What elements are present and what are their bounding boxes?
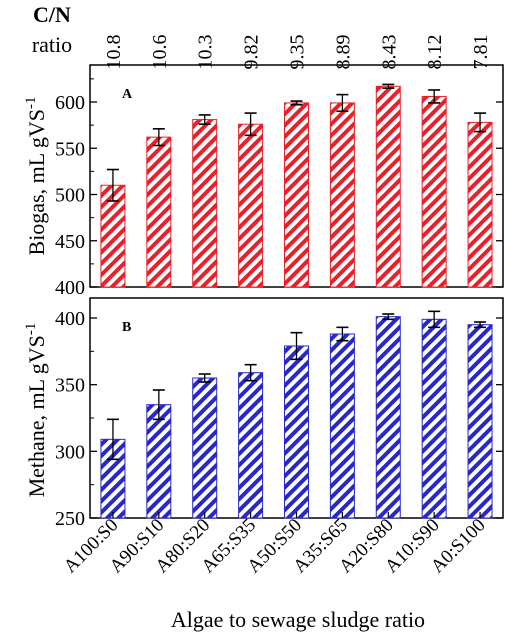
cn-values: 10.8 10.6 10.3 9.82 9.35 8.89 8.43 8.12 7.81 <box>103 35 492 70</box>
y-tick-label: 600 <box>55 92 85 114</box>
bar <box>238 123 264 288</box>
cn-value: 9.82 <box>241 35 263 70</box>
cn-value: 8.89 <box>332 35 354 70</box>
biogas-panel-label: A <box>122 87 133 102</box>
cn-value: 10.6 <box>149 35 171 70</box>
cn-value: 10.8 <box>103 35 125 70</box>
bar <box>192 119 218 288</box>
bar <box>329 102 355 288</box>
error-bar <box>428 89 441 104</box>
y-tick-label: 450 <box>55 231 85 253</box>
biogas-bars <box>100 83 493 288</box>
cn-value: 9.35 <box>287 35 309 70</box>
cn-value: 8.12 <box>424 35 446 70</box>
y-tick-label: 250 <box>55 508 85 530</box>
error-bar <box>152 389 165 421</box>
bar <box>421 95 447 288</box>
bar <box>375 316 401 519</box>
x-axis-label: Algae to sewage sludge ratio <box>171 607 425 632</box>
y-tick-label: 350 <box>55 375 85 397</box>
error-bar <box>152 128 165 147</box>
cn-title: C/N <box>33 2 71 27</box>
bar <box>284 102 309 288</box>
bar <box>421 318 447 519</box>
bar <box>146 404 172 519</box>
y-tick-label: 400 <box>55 308 85 330</box>
cn-value: 8.43 <box>378 35 400 70</box>
y-tick-label: 300 <box>55 441 85 463</box>
error-bar <box>290 331 303 361</box>
error-bar <box>106 418 119 461</box>
error-bar <box>382 83 395 89</box>
bar <box>329 333 355 519</box>
error-bar <box>336 326 349 342</box>
y-tick-label: 550 <box>55 138 85 160</box>
error-bar <box>382 313 395 321</box>
error-bar <box>244 363 257 382</box>
error-bar <box>198 373 211 383</box>
bar <box>238 372 264 519</box>
bar <box>284 345 309 519</box>
error-bar <box>290 100 303 106</box>
methane-y-ticks: 250 300 350 400 <box>55 308 503 530</box>
x-tick-labels: A100:S0A90:S10A80:S20A65:S35A50:S50A35:S… <box>60 512 490 577</box>
error-bar <box>428 310 441 329</box>
biogas-y-ticks: 400 450 500 550 600 <box>55 78 503 299</box>
error-bar <box>336 93 349 113</box>
methane-panel: B Methane, mL gVS-1 250 300 350 400 <box>23 297 504 530</box>
bar <box>467 324 493 519</box>
y-tick-label: 500 <box>55 185 85 207</box>
cn-value: 10.3 <box>195 35 217 70</box>
error-bar <box>244 112 257 137</box>
bar <box>192 377 218 519</box>
cn-subtitle: ratio <box>32 32 72 57</box>
methane-y-axis-label: Methane, mL gVS-1 <box>23 323 49 498</box>
bar <box>375 85 401 288</box>
cn-value: 7.81 <box>470 35 492 70</box>
methane-bars <box>100 310 493 519</box>
error-bar <box>474 112 487 133</box>
bar <box>146 136 172 288</box>
methane-panel-label: B <box>122 320 131 335</box>
y-tick-label: 400 <box>55 277 85 299</box>
error-bar <box>198 114 211 125</box>
bar <box>467 121 493 288</box>
biogas-panel: A Biogas, mL gVS-1 400 450 500 550 600 <box>23 64 504 299</box>
error-bar <box>474 321 487 329</box>
biogas-y-axis-label: Biogas, mL gVS-1 <box>23 97 49 256</box>
error-bar <box>106 168 119 202</box>
